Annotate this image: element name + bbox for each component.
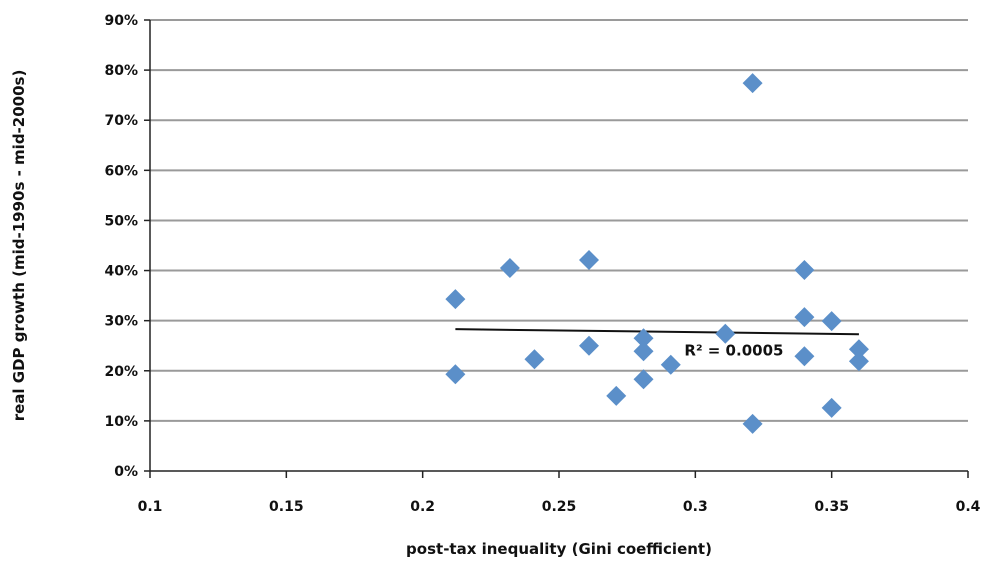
y-tick-label: 50%	[104, 213, 138, 229]
data-point	[848, 351, 869, 372]
data-point	[499, 258, 520, 279]
axes	[144, 19, 969, 478]
y-tick-label: 80%	[104, 63, 138, 79]
y-tick-label: 90%	[104, 13, 138, 29]
trendline	[455, 328, 859, 336]
data-point	[633, 341, 654, 362]
data-point	[715, 323, 736, 344]
data-point	[660, 354, 681, 375]
data-points	[445, 73, 869, 434]
y-tick-label: 60%	[104, 163, 138, 179]
data-point	[821, 311, 842, 332]
y-axis-label: real GDP growth (mid-1990s - mid-2000s)	[10, 70, 28, 422]
data-point	[445, 364, 466, 385]
x-tick-label: 0.15	[269, 499, 304, 515]
data-point	[742, 413, 763, 434]
data-point	[578, 250, 599, 271]
data-point	[821, 397, 842, 418]
data-point	[633, 369, 654, 390]
data-point	[633, 328, 654, 349]
data-point	[742, 73, 763, 94]
r-squared-annotation: R² = 0.0005	[684, 342, 783, 360]
data-point	[606, 385, 627, 406]
data-point	[848, 339, 869, 360]
x-tick-label: 0.25	[542, 499, 577, 515]
data-point	[794, 307, 815, 328]
x-tick-label: 0.3	[683, 499, 708, 515]
x-tick-label: 0.1	[138, 499, 163, 515]
y-tick-label: 70%	[104, 113, 138, 129]
y-tick-label: 40%	[104, 264, 138, 280]
y-tick-labels: 0% 10% 20% 30% 40% 50% 60% 70% 80% 90%	[104, 13, 138, 480]
x-axis-label: post-tax inequality (Gini coefficient)	[406, 540, 712, 558]
y-tick-label: 10%	[104, 414, 138, 430]
y-tick-label: 30%	[104, 314, 138, 330]
x-tick-labels: 0.1 0.15 0.2 0.25 0.3 0.35 0.4	[138, 499, 981, 515]
y-tick-label: 0%	[114, 464, 138, 480]
x-tick-label: 0.4	[956, 499, 981, 515]
x-tick-label: 0.2	[410, 499, 435, 515]
x-tick-label: 0.35	[814, 499, 849, 515]
data-point	[794, 260, 815, 281]
data-point	[578, 335, 599, 356]
data-point	[445, 289, 466, 310]
data-point	[524, 349, 545, 370]
grid-lines	[150, 19, 968, 422]
data-point	[794, 346, 815, 367]
trendline-group	[455, 328, 859, 336]
y-tick-label: 20%	[104, 364, 138, 380]
